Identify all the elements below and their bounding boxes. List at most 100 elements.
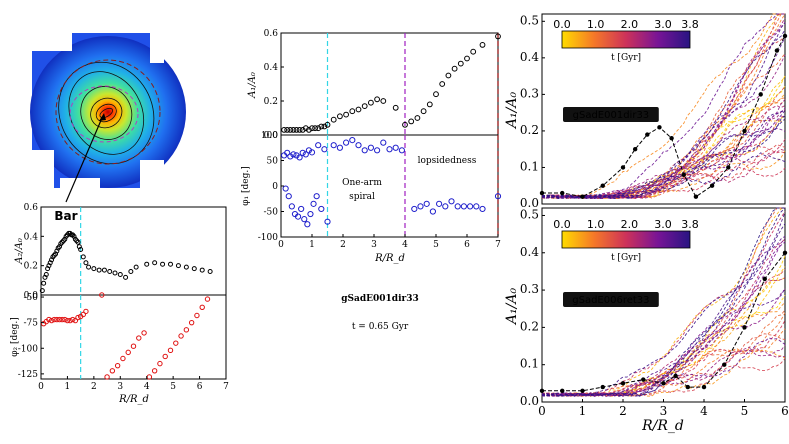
a2-point: [175, 263, 181, 269]
phi1-point: [392, 144, 399, 151]
a1-point: [408, 118, 415, 125]
colorbar-top-tick-label: 1.0: [587, 18, 605, 31]
right-xtick-label: 0: [538, 404, 546, 418]
colorbar-bottom-tick-label: 0.0: [553, 218, 571, 231]
phi1-point: [307, 210, 314, 218]
phi1-point: [324, 218, 331, 225]
a1-point: [451, 65, 458, 72]
a1-ylabel: A₁/A₀: [247, 72, 258, 99]
ensemble-curve: [541, 110, 786, 199]
ensemble-curve: [541, 337, 786, 397]
right-xlabel: R/R_d: [641, 418, 684, 434]
phi2-ytick-label: -100: [18, 344, 38, 354]
phi2-point: [48, 317, 55, 324]
a2-point: [117, 271, 123, 277]
a1-ytick-label: 0.6: [264, 29, 279, 39]
phi1-ytick-label: 50: [267, 157, 279, 167]
phi1-ytick-label: -100: [258, 233, 278, 243]
a2-point: [96, 267, 102, 273]
ensemble-curve: [541, 289, 786, 397]
highlighted-curve-bottom-point: [685, 384, 690, 390]
highlighted-curve-bottom-point: [641, 377, 646, 382]
ensemble-curve: [541, 115, 786, 199]
a1-point: [302, 125, 309, 132]
phi1-point: [285, 193, 292, 200]
a1-point: [380, 98, 387, 104]
phi1-point: [429, 208, 436, 215]
a1-point: [343, 111, 350, 118]
a1-point: [293, 126, 300, 133]
left-xtick-label: 3: [117, 382, 123, 392]
phi1-point: [423, 200, 430, 207]
middle-xtick-label: 7: [495, 240, 501, 250]
phi2-point: [188, 319, 195, 326]
phi1-point: [411, 205, 418, 213]
density-contour: [68, 71, 145, 155]
right-top-ytick-label: 0.3: [520, 86, 539, 100]
a1-point: [495, 33, 501, 40]
phi1-point: [479, 205, 486, 213]
phi2-point: [70, 316, 76, 323]
phi1-point: [380, 139, 387, 146]
ensemble-curve: [541, 223, 786, 397]
a1-point: [374, 96, 381, 103]
phi1-point: [288, 203, 295, 210]
phi1-point: [436, 200, 443, 207]
lopsidedness-annotation: lopsidedness: [418, 156, 477, 166]
middle-xlabel: R/R_d: [374, 253, 405, 264]
phi2-point: [114, 362, 121, 369]
a1-point: [324, 121, 331, 128]
highlighted-curve-top-point: [726, 165, 731, 170]
highlighted-curve-top-point: [758, 92, 763, 97]
highlighted-curve-top-point: [742, 128, 747, 134]
a2-point: [160, 261, 166, 267]
a1-point: [287, 126, 294, 133]
phi2-ylabel: φ₂ [deg.]: [10, 317, 20, 357]
a2-point: [199, 267, 205, 273]
phi1-point: [349, 137, 356, 144]
ensemble-curve: [541, 99, 786, 199]
phi1-point: [282, 185, 289, 192]
phi2-point: [72, 317, 79, 324]
a1-point: [309, 125, 315, 132]
phi1-point: [284, 149, 291, 156]
phi1-point: [298, 205, 305, 213]
phi2-point: [67, 317, 73, 324]
a2-point: [191, 266, 197, 272]
right-xtick-label: 4: [700, 404, 708, 418]
a1-point: [445, 72, 452, 79]
a1-ytick-label: 0.4: [264, 63, 279, 73]
phi2-point: [183, 327, 190, 333]
a2-point: [123, 274, 129, 280]
left-xtick-label: 4: [144, 382, 150, 392]
a1-point: [312, 125, 319, 132]
phi1-point: [301, 216, 308, 223]
density-contour: [99, 107, 113, 119]
a2-point: [101, 267, 107, 273]
phi2-point: [104, 374, 110, 380]
highlighted-curve-bottom-point: [742, 325, 747, 330]
phi1-point: [386, 146, 393, 153]
left-xtick-label: 7: [223, 382, 229, 392]
model-badge-top-bg: [563, 107, 659, 122]
phi1-point: [355, 142, 362, 149]
phi1-point: [308, 149, 316, 156]
ensemble-curve: [541, 148, 786, 199]
radius-circle-inner: [69, 85, 139, 143]
ensemble-curve: [541, 207, 786, 397]
phi2-point: [167, 347, 174, 354]
phi2-point: [151, 368, 158, 374]
right-bottom-ytick-label: 0.2: [520, 319, 539, 333]
a2-ytick-label: 0.0: [24, 291, 39, 301]
phi2-ytick-label: -125: [18, 370, 38, 380]
phi1-point: [467, 203, 474, 210]
phi1-point: [473, 203, 480, 210]
phi1-point: [448, 198, 455, 205]
a1-point: [337, 113, 343, 120]
density-contour: [95, 103, 117, 123]
one-arm-annotation: One-arm: [342, 178, 382, 188]
phi2-panel-frame: [40, 294, 227, 380]
a2-point: [128, 269, 134, 275]
phi2-ytick-label: -50: [24, 293, 39, 303]
highlighted-curve-bottom-point: [560, 388, 565, 394]
